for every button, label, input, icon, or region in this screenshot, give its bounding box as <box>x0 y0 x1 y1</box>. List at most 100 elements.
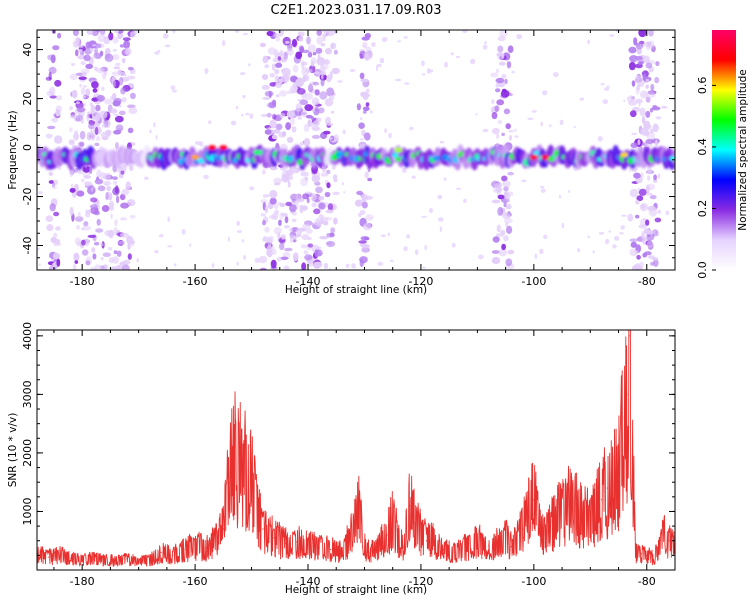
noise-speckle <box>290 237 293 243</box>
noise-speckle <box>242 32 249 36</box>
noise-blob <box>51 117 59 123</box>
y-tick-label: 0 <box>21 144 34 151</box>
noise-blob <box>118 76 124 86</box>
noise-blob <box>314 181 321 186</box>
snr-data-point <box>239 461 241 463</box>
noise-speckle <box>657 173 661 179</box>
noise-blob <box>307 260 315 267</box>
noise-blob <box>502 212 511 220</box>
noise-speckle <box>249 113 254 119</box>
noise-blob <box>283 51 288 61</box>
noise-blob <box>640 204 646 209</box>
noise-blob <box>112 36 119 44</box>
noise-blob <box>86 113 90 122</box>
noise-blob <box>315 186 323 194</box>
noise-blob <box>126 75 136 80</box>
noise-blob <box>262 194 267 198</box>
noise-blob <box>47 125 56 130</box>
snr-data-point <box>437 545 439 548</box>
noise-blob <box>280 234 286 240</box>
noise-blob <box>325 209 334 214</box>
noise-blob <box>295 103 303 112</box>
noise-blob <box>333 179 338 183</box>
noise-blob <box>94 241 100 246</box>
noise-blob <box>111 71 121 76</box>
noise-blob <box>505 258 513 267</box>
noise-blob <box>122 264 130 270</box>
noise-speckle <box>428 69 434 73</box>
noise-speckle <box>388 132 392 139</box>
x-tick-label: -140 <box>296 275 321 288</box>
noise-blob <box>652 229 659 237</box>
noise-blob <box>102 252 111 257</box>
noise-speckle <box>85 211 91 218</box>
noise-blob <box>119 217 128 221</box>
noise-blob <box>101 70 107 80</box>
noise-speckle <box>254 257 261 263</box>
noise-blob <box>320 78 325 87</box>
noise-blob <box>88 123 95 130</box>
noise-blob <box>503 108 511 115</box>
noise-blob <box>49 203 56 212</box>
noise-blob <box>360 91 366 97</box>
noise-blob <box>651 106 661 111</box>
noise-blob <box>332 174 338 181</box>
noise-blob <box>311 175 321 183</box>
noise-blob <box>76 191 85 197</box>
noise-speckle <box>463 198 467 203</box>
noise-blob <box>645 192 653 196</box>
noise-speckle <box>443 177 447 181</box>
noise-blob <box>643 228 651 235</box>
noise-blob <box>635 98 643 104</box>
noise-speckle <box>377 261 384 266</box>
noise-blob <box>323 262 329 270</box>
snr-data-point <box>245 469 247 472</box>
noise-blob <box>85 63 94 69</box>
noise-blob <box>303 250 309 255</box>
colorbar-tick-label: 0.6 <box>696 77 709 95</box>
noise-blob <box>300 171 309 177</box>
noise-speckle <box>404 82 410 85</box>
noise-blob <box>326 87 335 97</box>
noise-speckle <box>577 248 581 253</box>
noise-blob <box>114 185 119 194</box>
noise-blob <box>507 249 515 255</box>
noise-blob <box>311 134 321 139</box>
noise-speckle <box>81 227 85 231</box>
noise-blob <box>269 166 278 171</box>
noise-blob <box>490 72 499 78</box>
noise-speckle <box>181 228 186 235</box>
snr-data-point <box>392 516 394 518</box>
snr-data-point <box>234 458 236 460</box>
noise-blob <box>115 142 119 150</box>
noise-blob <box>363 132 371 141</box>
noise-blob <box>120 261 125 266</box>
colorbar-label: Normalized spectral amplitude <box>737 69 749 230</box>
noise-blob <box>122 37 131 41</box>
noise-speckle <box>204 68 209 74</box>
noise-blob <box>78 76 87 80</box>
noise-blob <box>354 199 364 207</box>
snr-data-point <box>228 481 230 483</box>
noise-blob <box>114 219 118 227</box>
noise-blob <box>90 197 98 203</box>
noise-blob <box>506 225 513 234</box>
noise-speckle <box>78 45 84 48</box>
noise-blob <box>55 95 63 101</box>
noise-blob <box>283 225 291 229</box>
noise-blob <box>108 32 114 41</box>
noise-blob <box>269 82 277 87</box>
noise-blob <box>291 126 297 133</box>
noise-blob <box>306 36 311 45</box>
noise-blob <box>496 224 501 233</box>
noise-blob <box>302 74 307 83</box>
y-tick-label: 3000 <box>21 380 34 408</box>
noise-blob <box>327 60 331 65</box>
noise-speckle <box>598 231 605 235</box>
noise-blob <box>495 88 501 93</box>
noise-blob <box>261 84 270 90</box>
noise-blob <box>314 89 320 96</box>
noise-blob <box>316 221 322 228</box>
noise-blob <box>503 235 509 242</box>
noise-speckle <box>342 129 346 135</box>
